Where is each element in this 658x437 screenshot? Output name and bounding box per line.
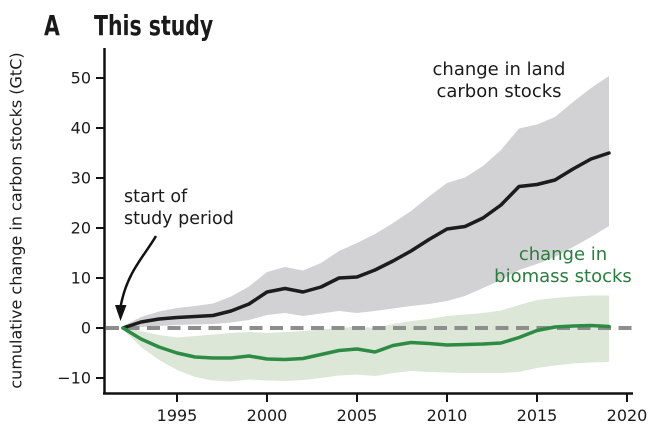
start-arrow <box>119 235 158 308</box>
x-tick-label: 2000 <box>247 406 288 425</box>
biomass-annotation-line1: change in <box>518 244 608 265</box>
start-annotation-line2: study period <box>124 209 234 229</box>
y-axis-label: cumulative change in carbon stocks (GtC) <box>6 51 26 389</box>
y-tick-label: −10 <box>57 369 91 388</box>
biomass-band <box>123 295 609 382</box>
biomass-line <box>121 323 611 362</box>
land-annotation-line1: change in land <box>432 59 566 80</box>
y-tick-label: 0 <box>81 319 91 338</box>
land-line <box>121 151 611 330</box>
x-tick-label: 2020 <box>607 406 648 425</box>
panel-label: A <box>44 9 60 42</box>
y-tick-label: 10 <box>71 269 91 288</box>
x-tick-label: 2005 <box>337 406 378 425</box>
start-annotation-line1: start of <box>124 187 188 207</box>
x-tick-label: 2015 <box>517 406 558 425</box>
start-arrowhead-icon <box>115 305 127 321</box>
y-tick-label: 20 <box>71 219 91 238</box>
land-band <box>123 76 609 330</box>
chart-title: This study <box>94 9 214 42</box>
x-tick-label: 1995 <box>157 406 198 425</box>
biomass-annotation-line2: biomass stocks <box>494 266 632 287</box>
x-tick-label: 2010 <box>427 406 468 425</box>
land-annotation-line2: carbon stocks <box>436 81 562 102</box>
start-of-study-annotation: start of study period <box>124 186 274 230</box>
y-tick-label: 40 <box>71 119 91 138</box>
land-series-annotation: change in land carbon stocks <box>409 59 589 103</box>
y-tick-label: 50 <box>71 69 91 88</box>
biomass-series-annotation: change in biomass stocks <box>473 244 653 288</box>
y-tick-label: 30 <box>71 169 91 188</box>
